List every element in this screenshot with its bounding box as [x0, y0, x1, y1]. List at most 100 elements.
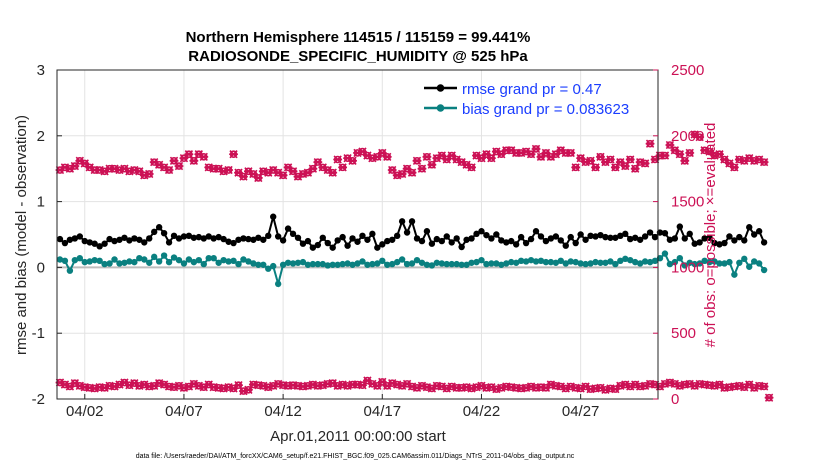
rmse-point [701, 235, 708, 242]
rmse-point [146, 235, 153, 242]
bias-point [294, 259, 302, 266]
obs-count-marker [199, 152, 209, 162]
rmse-point [458, 243, 465, 251]
bias-point [324, 262, 331, 269]
obs-count-marker [605, 155, 615, 164]
rmse-point [61, 239, 69, 247]
bias-point [175, 256, 183, 264]
rmse-point [438, 237, 445, 245]
rmse-point [175, 235, 183, 242]
rmse-point [230, 239, 237, 247]
obs-count-marker [645, 139, 655, 148]
bias-point [131, 258, 138, 266]
bias-point [736, 259, 743, 266]
rmse-point [478, 228, 485, 235]
rmse-point [200, 235, 207, 242]
rmse-point [627, 235, 634, 243]
bias-point [741, 255, 748, 263]
rmse-point [582, 236, 589, 243]
y-axis-right-label: # of obs: o=possible; ×=evaluated [702, 123, 719, 348]
obs-count-marker [308, 164, 318, 173]
bias-point [557, 257, 565, 265]
bias-point [309, 260, 317, 268]
series-layer [55, 130, 774, 402]
rmse-point [622, 230, 629, 238]
rmse-point [592, 233, 599, 240]
rmse-point [215, 233, 222, 241]
obs-count-marker [720, 155, 729, 164]
rmse-point [155, 224, 163, 231]
bias-point [255, 261, 262, 268]
obs-count-marker [665, 140, 675, 150]
bias-point [289, 260, 297, 267]
rmse-point [369, 230, 376, 238]
bias-point [136, 254, 143, 262]
obs-count-marker [630, 164, 640, 173]
bias-point [463, 261, 470, 268]
rmse-point [726, 233, 733, 240]
bias-point [398, 256, 406, 263]
rmse-point [96, 243, 103, 250]
rmse-point [403, 229, 411, 236]
bias-point [701, 257, 708, 265]
bias-point [106, 260, 113, 267]
bias-point [344, 260, 351, 267]
rmse-point [389, 236, 396, 243]
bias-point [220, 256, 227, 264]
bias-point [81, 258, 88, 266]
bias-point [245, 258, 252, 265]
rmse-point [131, 235, 138, 242]
y-tick-label: -2 [32, 391, 45, 408]
rmse-point [56, 235, 64, 243]
bias-point [453, 260, 460, 268]
rmse-point [488, 235, 495, 242]
rmse-point [136, 236, 143, 243]
bias-point [433, 259, 441, 266]
bias-point [622, 255, 629, 263]
bias-point [537, 257, 545, 265]
rmse-point [631, 234, 639, 241]
bias-point [676, 254, 684, 262]
bias-point [364, 261, 371, 268]
bias-point [517, 257, 525, 265]
bias-point [522, 258, 530, 265]
rmse-point [617, 232, 624, 240]
bias-point [379, 257, 386, 265]
rmse-point [141, 239, 148, 246]
rmse-point [676, 223, 684, 230]
bias-point [627, 256, 634, 264]
bias-point [731, 271, 738, 278]
bias-point [284, 259, 292, 266]
bias-point [66, 267, 74, 274]
rmse-point [572, 239, 579, 247]
rmse-point [284, 225, 292, 232]
rmse-point [577, 231, 584, 238]
bias-point [671, 258, 679, 266]
bias-point [76, 254, 84, 262]
obs-count-marker [729, 163, 739, 172]
rmse-point [646, 229, 654, 236]
rmse-point [413, 235, 421, 242]
bias-point [493, 260, 500, 267]
obs-count-marker [417, 164, 427, 173]
bias-point [279, 261, 287, 268]
bias-point [91, 256, 98, 264]
rmse-point [542, 237, 550, 245]
bias-point [587, 260, 594, 267]
bias-point [636, 260, 644, 267]
bias-point [681, 262, 688, 269]
bias-point [468, 259, 475, 266]
bias-point [721, 260, 728, 267]
bias-point [146, 259, 153, 266]
rmse-point [359, 232, 366, 240]
obs-count-marker [184, 150, 194, 159]
bias-point [726, 258, 733, 266]
obs-count-marker [422, 152, 432, 162]
bias-point [170, 254, 178, 261]
rmse-point [314, 241, 322, 249]
rmse-point [408, 218, 416, 225]
bias-point [413, 256, 421, 264]
bias-point [552, 259, 560, 266]
bias-point [582, 260, 589, 268]
bias-point [215, 259, 222, 266]
